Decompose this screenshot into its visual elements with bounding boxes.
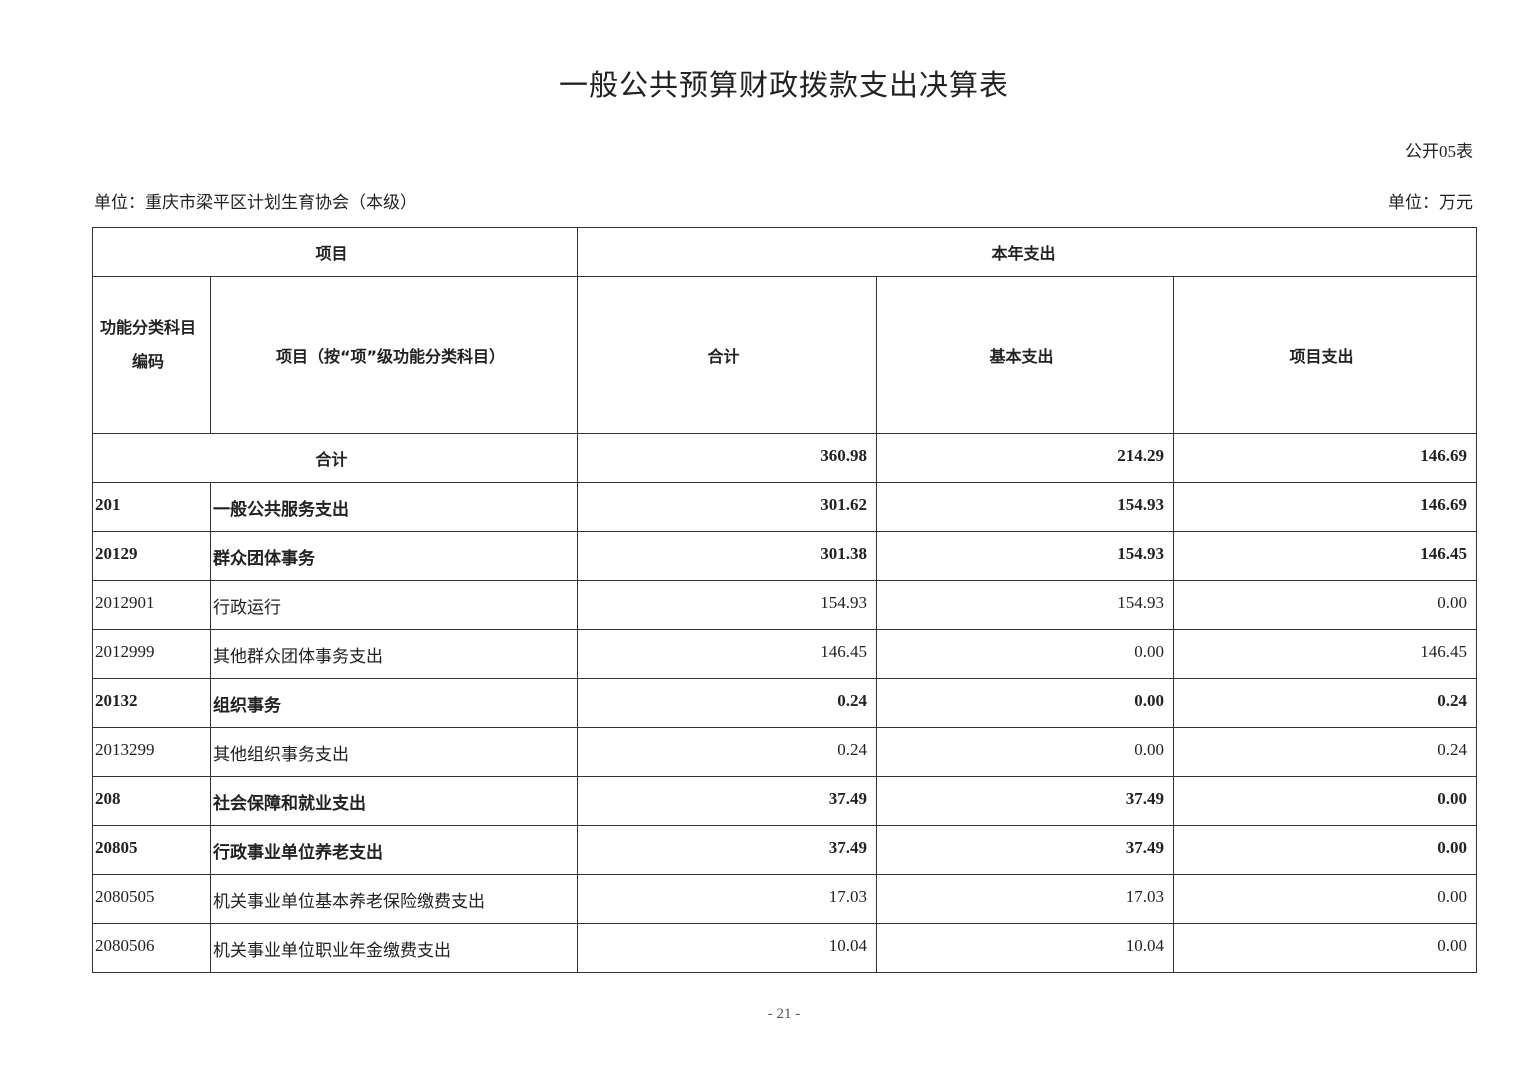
row-total: 301.38 (577, 531, 878, 581)
header-basic: 基本支出 (876, 276, 1175, 434)
table-row: 2080505 机关事业单位基本养老保险缴费支出 17.03 17.03 0.00 (92, 874, 1478, 924)
row-code: 2080506 (92, 923, 211, 973)
table-number: 公开05表 (1405, 142, 1473, 161)
row-project: 0.00 (1173, 776, 1478, 826)
row-total: 10.04 (577, 923, 878, 973)
expenditure-table: 项目 本年支出 功能分类科目 编码 项目（按“项”级功能分类科目） 合计 基本支出… (91, 227, 1478, 973)
row-total: 0.24 (577, 727, 878, 777)
row-name: 行政运行 (209, 580, 579, 630)
total-label: 合计 (91, 433, 579, 483)
row-total: 154.93 (577, 580, 878, 630)
table-row: 2013299 其他组织事务支出 0.24 0.00 0.24 (92, 727, 1478, 777)
row-name: 社会保障和就业支出 (209, 776, 579, 826)
header-code-line2: 编码 (131, 352, 164, 371)
row-total: 37.49 (577, 776, 878, 826)
row-code: 20805 (92, 825, 211, 875)
row-basic: 0.00 (876, 629, 1175, 679)
row-name: 其他组织事务支出 (209, 727, 579, 777)
row-project: 0.24 (1173, 727, 1478, 777)
total-basic: 214.29 (876, 433, 1175, 483)
row-basic: 154.93 (876, 580, 1175, 630)
row-project: 0.00 (1173, 825, 1478, 875)
row-project: 146.69 (1173, 482, 1478, 532)
page-title: 一般公共预算财政拨款支出决算表 (558, 70, 1009, 102)
organization-unit: 单位：重庆市梁平区计划生育协会（本级） (94, 193, 417, 212)
row-code: 2013299 (92, 727, 211, 777)
row-total: 301.62 (577, 482, 878, 532)
currency-unit: 单位：万元 (1388, 193, 1473, 212)
row-code: 2012901 (92, 580, 211, 630)
header-code: 功能分类科目 编码 (92, 276, 211, 434)
row-project: 0.00 (1173, 923, 1478, 973)
row-basic: 154.93 (876, 531, 1175, 581)
row-basic: 10.04 (876, 923, 1175, 973)
row-name: 组织事务 (209, 678, 579, 728)
row-project: 0.24 (1173, 678, 1478, 728)
row-code: 2080505 (92, 874, 211, 924)
header-current-year: 本年支出 (577, 227, 1478, 277)
header-item: 项目 (91, 227, 579, 277)
row-name: 机关事业单位基本养老保险缴费支出 (209, 874, 579, 924)
row-project: 0.00 (1173, 874, 1478, 924)
row-project: 0.00 (1173, 580, 1478, 630)
row-name: 机关事业单位职业年金缴费支出 (209, 923, 579, 973)
row-code: 20129 (92, 531, 211, 581)
table-row: 20132 组织事务 0.24 0.00 0.24 (92, 678, 1478, 728)
header-total: 合计 (577, 276, 878, 434)
table-row: 201 一般公共服务支出 301.62 154.93 146.69 (92, 482, 1478, 532)
table-row: 2080506 机关事业单位职业年金缴费支出 10.04 10.04 0.00 (92, 923, 1478, 973)
row-total: 0.24 (577, 678, 878, 728)
page-number: - 21 - (767, 1006, 801, 1022)
row-total: 17.03 (577, 874, 878, 924)
total-row: 合计 360.98 214.29 146.69 (91, 433, 1478, 483)
table-row: 2012999 其他群众团体事务支出 146.45 0.00 146.45 (92, 629, 1478, 679)
row-code: 201 (92, 482, 211, 532)
row-basic: 0.00 (876, 678, 1175, 728)
table-row: 2012901 行政运行 154.93 154.93 0.00 (92, 580, 1478, 630)
row-code: 20132 (92, 678, 211, 728)
row-basic: 17.03 (876, 874, 1175, 924)
header-row-1: 项目 本年支出 (91, 227, 1478, 277)
row-basic: 154.93 (876, 482, 1175, 532)
row-basic: 0.00 (876, 727, 1175, 777)
row-name: 群众团体事务 (209, 531, 579, 581)
total-total: 360.98 (577, 433, 878, 483)
row-code: 208 (92, 776, 211, 826)
row-total: 146.45 (577, 629, 878, 679)
table-row: 20805 行政事业单位养老支出 37.49 37.49 0.00 (92, 825, 1478, 875)
row-total: 37.49 (577, 825, 878, 875)
header-item-name: 项目（按“项”级功能分类科目） (209, 276, 579, 434)
row-name: 行政事业单位养老支出 (209, 825, 579, 875)
table-row: 208 社会保障和就业支出 37.49 37.49 0.00 (92, 776, 1478, 826)
row-basic: 37.49 (876, 776, 1175, 826)
row-name: 其他群众团体事务支出 (209, 629, 579, 679)
header-row-2: 功能分类科目 编码 项目（按“项”级功能分类科目） 合计 基本支出 项目支出 (92, 276, 1478, 434)
row-code: 2012999 (92, 629, 211, 679)
row-basic: 37.49 (876, 825, 1175, 875)
total-project: 146.69 (1173, 433, 1478, 483)
table-row: 20129 群众团体事务 301.38 154.93 146.45 (92, 531, 1478, 581)
row-project: 146.45 (1173, 531, 1478, 581)
row-project: 146.45 (1173, 629, 1478, 679)
row-name: 一般公共服务支出 (209, 482, 579, 532)
header-code-line1: 功能分类科目 (99, 318, 196, 337)
header-project: 项目支出 (1173, 276, 1478, 434)
